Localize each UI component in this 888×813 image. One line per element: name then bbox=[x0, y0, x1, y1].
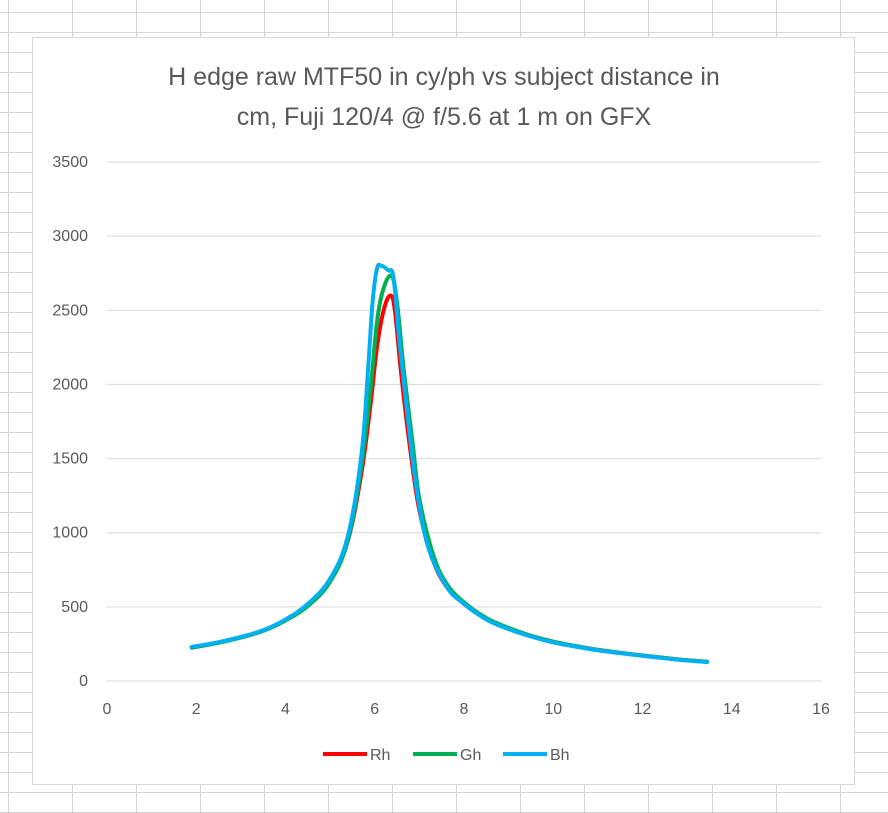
x-tick-label-8: 8 bbox=[460, 701, 469, 718]
legend: Rh Gh Bh bbox=[323, 747, 570, 764]
x-axis-ticks: 0 2 4 6 8 10 12 14 16 bbox=[103, 701, 830, 718]
x-tick-label-14: 14 bbox=[723, 701, 741, 718]
x-tick-label-16: 16 bbox=[812, 701, 830, 718]
x-tick-label-6: 6 bbox=[370, 701, 379, 718]
series-lines bbox=[189, 262, 710, 665]
y-tick-label-500: 500 bbox=[61, 599, 88, 616]
chart-title-line-1: H edge raw MTF50 in cy/ph vs subject dis… bbox=[168, 63, 720, 91]
x-tick-label-2: 2 bbox=[192, 701, 201, 718]
y-axis-ticks: 0 500 1000 1500 2000 2500 3000 3500 bbox=[52, 154, 88, 690]
y-tick-label-2500: 2500 bbox=[52, 302, 88, 319]
legend-label-bh: Bh bbox=[550, 747, 570, 764]
y-tick-label-1000: 1000 bbox=[52, 525, 88, 542]
chart-title-line-2: cm, Fuji 120/4 @ f/5.6 at 1 m on GFX bbox=[237, 103, 652, 131]
y-tick-label-3000: 3000 bbox=[52, 228, 88, 245]
y-tick-label-2000: 2000 bbox=[52, 376, 88, 393]
x-tick-label-0: 0 bbox=[103, 701, 112, 718]
series-line-gh bbox=[189, 273, 710, 664]
y-tick-label-3500: 3500 bbox=[52, 154, 88, 171]
x-tick-label-12: 12 bbox=[634, 701, 652, 718]
legend-label-rh: Rh bbox=[370, 747, 390, 764]
mtf50-line-chart: H edge raw MTF50 in cy/ph vs subject dis… bbox=[52, 63, 830, 764]
legend-label-gh: Gh bbox=[460, 747, 481, 764]
series-line-bh bbox=[189, 262, 710, 665]
y-tick-label-1500: 1500 bbox=[52, 451, 88, 468]
chart-area: H edge raw MTF50 in cy/ph vs subject dis… bbox=[32, 37, 855, 785]
y-tick-label-0: 0 bbox=[79, 673, 88, 690]
gridlines bbox=[107, 161, 821, 682]
x-tick-label-4: 4 bbox=[281, 701, 290, 718]
x-tick-label-10: 10 bbox=[544, 701, 562, 718]
